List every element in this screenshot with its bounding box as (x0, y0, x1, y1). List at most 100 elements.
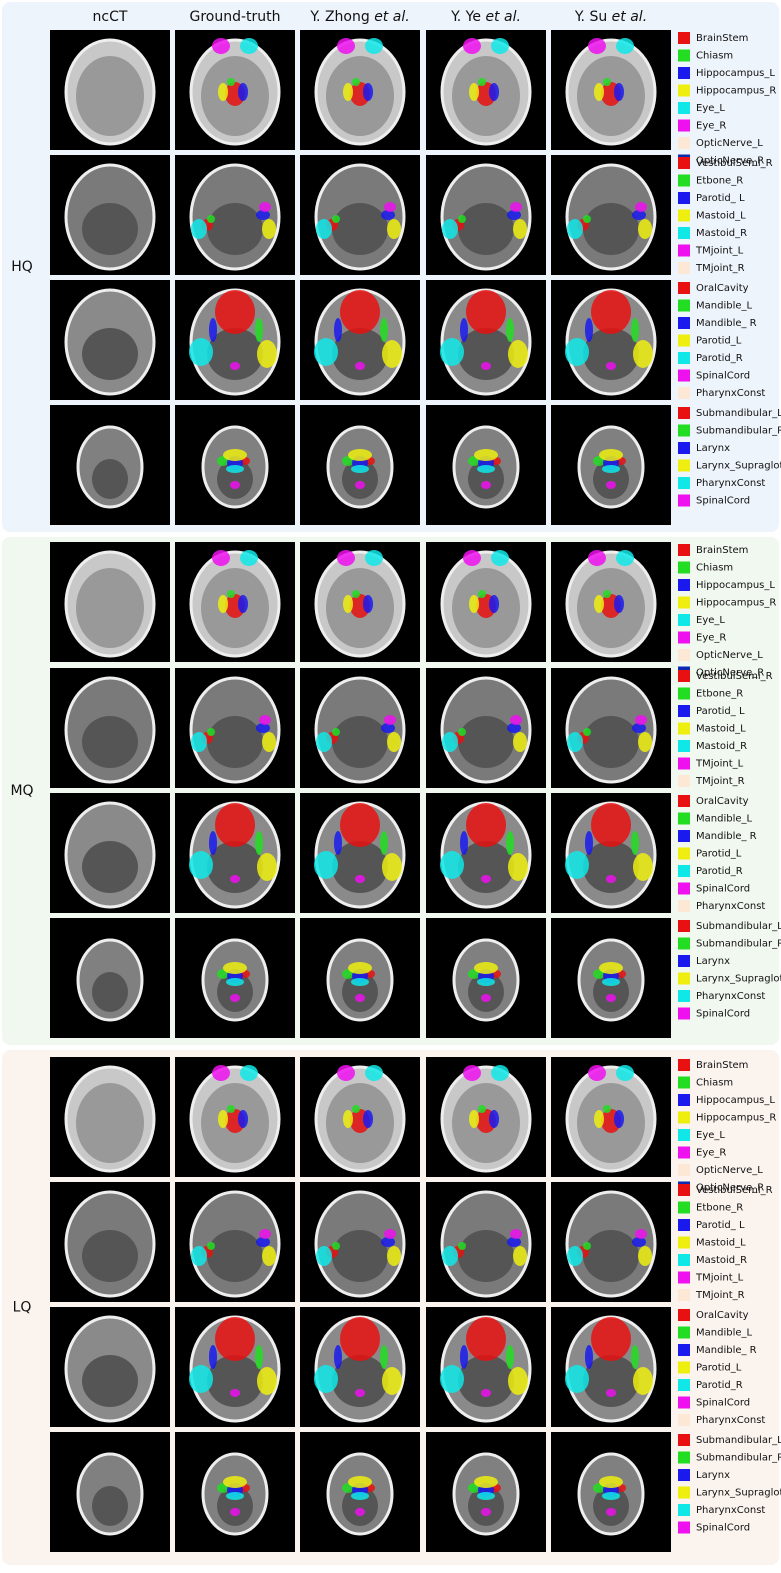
segmentation-mask (257, 340, 277, 368)
segmentation-mask (513, 732, 527, 752)
legend-label: SpinalCord (696, 884, 750, 895)
segmentation-mask (226, 465, 244, 473)
legend-label: Submandibular_R (696, 426, 781, 437)
legend-swatch (678, 352, 690, 364)
legend-label: SpinalCord (696, 1523, 750, 1534)
segmentation-mask (348, 449, 372, 461)
segmentation-mask (466, 290, 506, 334)
segmentation-mask (567, 732, 583, 752)
legend-label: PharynxConst (696, 901, 765, 912)
legend-swatch (678, 561, 690, 574)
segmentation-mask (507, 210, 521, 220)
legend-swatch (678, 1146, 690, 1159)
legend-swatch (678, 937, 690, 950)
segmentation-mask (230, 481, 240, 489)
legend-swatch (678, 972, 690, 985)
segmentation-mask (340, 1317, 380, 1361)
segmentation-mask (565, 338, 589, 366)
segmentation-mask (594, 595, 604, 613)
segmentation-mask (382, 340, 402, 368)
segmentation-mask (387, 1246, 401, 1266)
segmentation-mask (481, 362, 491, 370)
legend-label: Hippocampus_R (696, 598, 776, 609)
segmentation-mask (489, 595, 499, 613)
ct-inner (332, 1230, 388, 1282)
segmentation-mask (255, 1345, 263, 1369)
segmentation-mask (510, 1229, 522, 1239)
segmentation-mask (591, 290, 631, 334)
segmentation-mask (635, 202, 647, 212)
segmentation-mask (477, 978, 495, 986)
segmentation-mask (230, 994, 240, 1002)
segmentation-mask (469, 83, 479, 101)
segmentation-mask (478, 590, 486, 598)
segmentation-mask (606, 1389, 616, 1397)
header-text: Ground-truth (189, 9, 280, 25)
legend-label: Hippocampus_L (696, 1095, 775, 1106)
segmentation-mask (207, 215, 215, 223)
segmentation-mask (189, 1365, 213, 1393)
legend-label: Larynx (696, 956, 730, 967)
segmentation-mask (230, 875, 240, 883)
ct-inner (82, 841, 138, 893)
segmentation-mask (212, 38, 230, 54)
legend-label: Chiasm (696, 51, 733, 62)
legend-label: Larynx (696, 443, 730, 454)
legend-swatch (678, 1326, 690, 1339)
segmentation-mask (606, 875, 616, 883)
header-text: Y. Ye (450, 9, 485, 25)
segmentation-mask (478, 78, 486, 86)
ct-inner (332, 203, 388, 255)
legend-swatch (678, 119, 690, 132)
legend-label: BrainStem (696, 545, 748, 556)
legend-swatch (678, 369, 690, 382)
segmentation-mask (565, 1365, 589, 1393)
segmentation-mask (223, 449, 247, 461)
legend-label: OpticNerve_L (696, 138, 763, 149)
segmentation-mask (440, 851, 464, 879)
legend-swatch (678, 812, 690, 825)
legend-label: Mastoid_R (696, 741, 747, 752)
ct-inner (583, 1355, 639, 1407)
segmentation-mask (215, 1317, 255, 1361)
segmentation-mask (240, 550, 258, 566)
segmentation-mask (481, 994, 491, 1002)
column-header: Ground-truth (189, 9, 280, 25)
legend-label: OpticNerve_R (696, 668, 764, 679)
segmentation-mask (215, 290, 255, 334)
segmentation-mask (259, 1229, 271, 1239)
segmentation-mask (381, 210, 395, 220)
segmentation-mask (442, 1246, 458, 1266)
segmentation-mask (463, 1065, 481, 1081)
segmentation-mask (355, 362, 365, 370)
legend-label: Eye_R (696, 633, 726, 644)
segmentation-mask (230, 362, 240, 370)
legend-label: Eye_L (696, 1130, 725, 1141)
legend-swatch (678, 84, 690, 97)
segmentation-mask (334, 1345, 342, 1369)
ct-inner (82, 716, 138, 768)
group-label: HQ (11, 259, 33, 275)
segmentation-mask (599, 962, 623, 974)
legend-swatch (678, 334, 690, 347)
segmentation-mask (489, 1110, 499, 1128)
segmentation-mask (506, 831, 514, 855)
segmentation-mask (606, 362, 616, 370)
legend-label: Parotid_ L (696, 1220, 745, 1231)
segmentation-mask (588, 1065, 606, 1081)
segmentation-mask (189, 338, 213, 366)
legend-swatch (678, 494, 690, 507)
legend-label: BrainStem (696, 1060, 748, 1071)
legend-swatch (678, 1396, 690, 1409)
legend-label: PharynxConst (696, 1505, 765, 1516)
legend-swatch (678, 722, 690, 735)
segmentation-mask (606, 481, 616, 489)
segmentation-mask (567, 219, 583, 239)
legend-label: OpticNerve_L (696, 650, 763, 661)
segmentation-mask (363, 1110, 373, 1128)
header-text: Y. Zhong (309, 9, 374, 25)
segmentation-mask (223, 1476, 247, 1488)
ct-inner (583, 1230, 639, 1282)
legend-swatch (678, 424, 690, 437)
